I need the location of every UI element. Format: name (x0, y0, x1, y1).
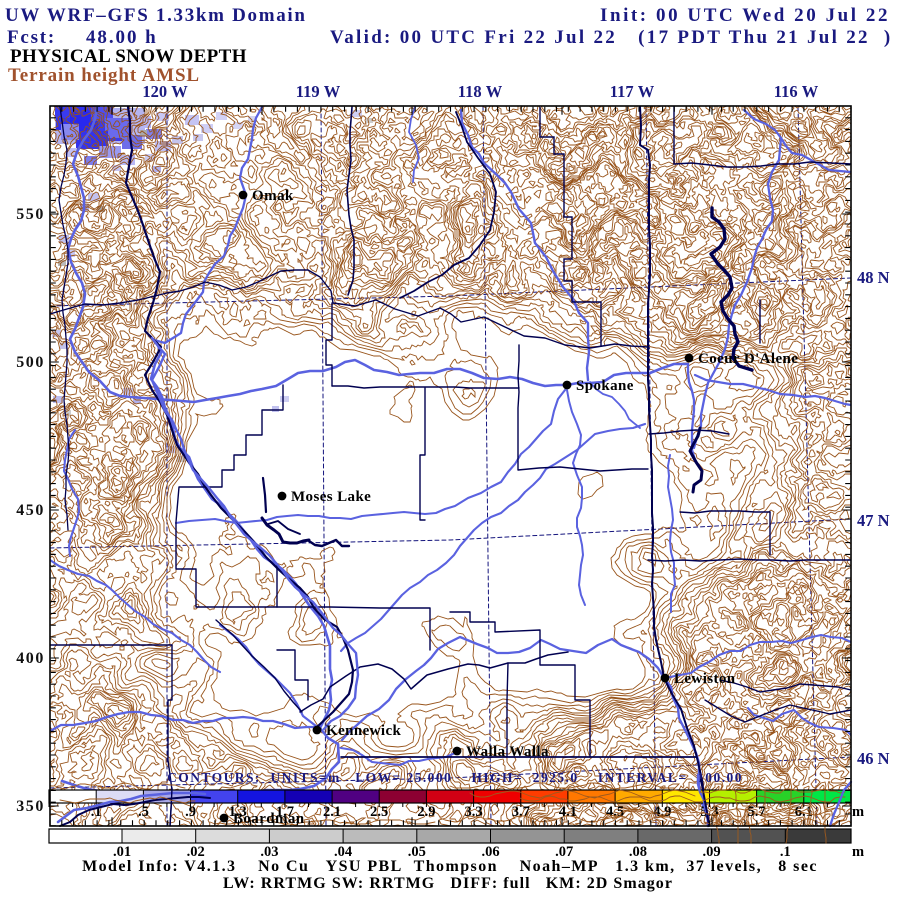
svg-text:550: 550 (16, 206, 45, 223)
svg-text:Fcst:: Fcst: (7, 27, 56, 48)
svg-text:1.3: 1.3 (229, 804, 247, 820)
svg-text:Model Info: V4.1.3 No Cu: Model Info: V4.1.3 No Cu YSU PBL Thompso… (82, 858, 818, 875)
svg-text:118 W: 118 W (458, 82, 503, 101)
svg-text:.1: .1 (780, 844, 791, 860)
svg-text:.5: .5 (138, 804, 149, 820)
svg-text:46 N: 46 N (857, 749, 890, 768)
svg-text:.09: .09 (703, 844, 721, 860)
svg-text:Valid: 00 UTC Fri 22 Jul 22: Valid: 00 UTC Fri 22 Jul 22 (17 PDT Thu … (330, 27, 893, 48)
svg-text:.01: .01 (113, 844, 131, 860)
svg-text:116 W: 116 W (774, 82, 819, 101)
svg-text:PHYSICAL SNOW DEPTH: PHYSICAL SNOW DEPTH (10, 46, 247, 67)
svg-text:Spokane: Spokane (576, 378, 634, 394)
svg-text:.07: .07 (555, 844, 573, 860)
svg-text:4.9: 4.9 (653, 804, 671, 820)
svg-text:2.1: 2.1 (323, 804, 341, 820)
svg-text:.08: .08 (629, 844, 647, 860)
svg-text:4.1: 4.1 (559, 804, 577, 820)
svg-text:.1: .1 (91, 804, 102, 820)
svg-text:Init: 00 UTC Wed 20 Jul 22: Init: 00 UTC Wed 20 Jul 22 (600, 5, 890, 26)
svg-text:CONTOURS: UNITS=m LOW= 25.0: CONTOURS: UNITS=m LOW= 25.000 HIGH= 2925… (167, 770, 743, 785)
svg-text:119 W: 119 W (296, 82, 341, 101)
svg-text:2.5: 2.5 (370, 804, 388, 820)
svg-text:48.00 h: 48.00 h (86, 27, 158, 48)
svg-text:120 W: 120 W (142, 82, 188, 101)
svg-text:450: 450 (16, 502, 45, 519)
svg-text:2.9: 2.9 (417, 804, 435, 820)
svg-text:1.7: 1.7 (276, 804, 294, 820)
svg-text:Omak: Omak (252, 188, 294, 204)
svg-text:.03: .03 (260, 844, 278, 860)
svg-text:.9: .9 (185, 804, 196, 820)
svg-text:Terrain height AMSL: Terrain height AMSL (8, 65, 200, 86)
svg-text:.02: .02 (187, 844, 205, 860)
svg-text:m: m (852, 804, 864, 820)
svg-text:Kennewick: Kennewick (326, 723, 402, 739)
svg-text:.06: .06 (481, 844, 499, 860)
svg-text:.04: .04 (334, 844, 352, 860)
svg-text:LW: RRTMG SW: RRTMG DIFF: fu: LW: RRTMG SW: RRTMG DIFF: full KM: 2D Sm… (223, 875, 673, 892)
svg-text:m: m (852, 844, 864, 860)
svg-text:47 N: 47 N (857, 511, 890, 530)
svg-text:UW WRF–GFS 1.33km Domain: UW WRF–GFS 1.33km Domain (5, 5, 307, 26)
svg-text:350: 350 (16, 798, 45, 815)
svg-text:Boardman: Boardman (233, 811, 305, 827)
svg-text:500: 500 (16, 354, 45, 371)
svg-text:400: 400 (16, 650, 45, 667)
svg-text:6.1: 6.1 (795, 804, 813, 820)
svg-text:5.7: 5.7 (748, 804, 766, 820)
svg-text:117 W: 117 W (610, 82, 655, 101)
svg-text:Coeur D'Alene: Coeur D'Alene (698, 351, 798, 367)
svg-text:Moses Lake: Moses Lake (291, 489, 371, 505)
svg-text:.05: .05 (408, 844, 426, 860)
svg-text:Lewiston: Lewiston (674, 671, 736, 687)
svg-text:48 N: 48 N (857, 268, 890, 287)
svg-text:Walla Walla: Walla Walla (466, 744, 549, 760)
